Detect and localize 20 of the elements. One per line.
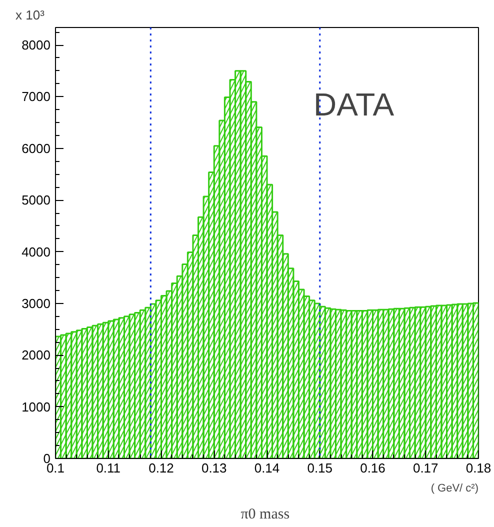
x-tick-label: 0.16 <box>360 460 386 476</box>
text: ( GeV/ c²) <box>430 482 479 494</box>
y-axis-title: x 10³ <box>16 8 46 22</box>
y-tick-label: 2000 <box>22 348 50 363</box>
x-tick-label: 0.18 <box>466 460 492 476</box>
y-tick-label: 6000 <box>22 140 50 156</box>
x-tick-label: 0.11 <box>96 460 121 476</box>
annotation: DATA <box>314 86 395 122</box>
y-tick-label: 4000 <box>22 244 50 260</box>
x-tick-label: 0.14 <box>254 460 280 476</box>
x-tick-label: 0.13 <box>201 460 227 476</box>
x-tick-label: 0.12 <box>148 460 174 476</box>
y-tick-label: 7000 <box>22 89 50 104</box>
x-tick-label: 0.15 <box>307 460 333 476</box>
y-tick-label: 1000 <box>22 399 50 414</box>
y-tick-label: 3000 <box>22 296 50 311</box>
x-tick-label: 0.17 <box>412 460 438 476</box>
y-tick-label: 5000 <box>22 192 50 208</box>
y-tick-label: 8000 <box>22 38 50 53</box>
x-axis-title: π0 mass <box>240 506 290 522</box>
